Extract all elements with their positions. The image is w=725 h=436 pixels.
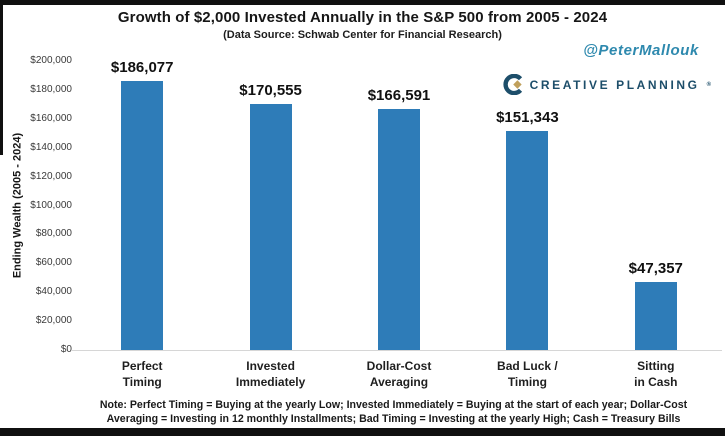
left-border-strip [0,0,3,155]
creative-planning-logomark-icon [503,74,524,95]
y-tick-label: $160,000 [30,112,72,124]
y-tick-label: $140,000 [30,141,72,153]
x-axis-baseline [72,350,722,351]
y-tick-label: $180,000 [30,83,72,95]
bar [378,109,420,350]
twitter-handle: @PeterMallouk [583,42,699,59]
y-tick-label: $100,000 [30,199,72,211]
x-category-label: Dollar-Cost Averaging [366,359,432,389]
bar [506,131,549,350]
y-tick-label: $20,000 [35,315,72,327]
chart-title: Growth of $2,000 Invested Annually in th… [117,9,608,26]
y-tick-label: $60,000 [35,257,72,269]
footnote: Note: Perfect Timing = Buying at the yea… [99,399,688,425]
creative-planning-logo: CREATIVE PLANNING ® [503,74,711,95]
trademark-symbol: ® [706,81,711,88]
plot-area: $0 $20,000 $40,000 $60,000 $80,000 $100,000 $1… [30,55,722,389]
bar-value-label: $170,555 [239,81,302,99]
bar-value-label: $186,077 [110,59,174,77]
y-tick-label: $200,000 [30,55,72,66]
bar-value-label: $166,591 [367,87,431,105]
creative-planning-wordmark: CREATIVE PLANNING [529,77,700,92]
x-category-label: Bad Luck / Timing [497,359,558,389]
x-category-label: Perfect Timing [121,359,163,389]
bar-value-label: $151,343 [496,109,559,127]
y-tick-label: $80,000 [35,228,72,240]
y-tick-label: $0 [60,344,72,355]
bar [121,81,164,350]
bar-value-label: $47,357 [628,259,683,277]
y-tick-label: $40,000 [35,286,72,298]
bottom-border-bar [0,428,725,436]
bar [634,281,677,350]
y-tick-label: $120,000 [30,170,72,182]
x-category-label: Invested Immediately [235,359,306,389]
top-border-bar [0,0,725,5]
chart-subtitle: (Data Source: Schwab Center for Financia… [223,29,502,41]
bar [249,103,292,350]
x-category-label: Sitting in Cash [634,359,678,389]
